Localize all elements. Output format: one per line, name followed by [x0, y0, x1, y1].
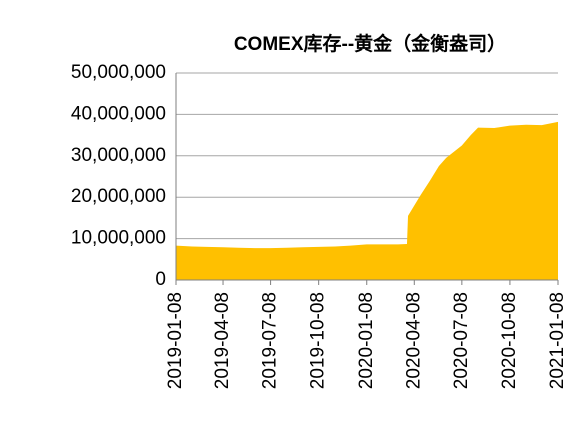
- area: [176, 121, 558, 281]
- y-tick-label: 50,000,000: [71, 62, 166, 83]
- x-tick-label: 2021-01-08: [547, 292, 568, 389]
- x-tick-label: 2019-01-08: [165, 292, 186, 389]
- chart-title: COMEX库存--黄金（金衡盎司）: [234, 32, 506, 55]
- y-tick-label: 0: [155, 269, 166, 290]
- y-tick-label: 30,000,000: [71, 145, 166, 166]
- x-tick-label: 2020-01-08: [356, 292, 377, 389]
- y-tick-label: 10,000,000: [71, 228, 166, 249]
- y-tick-label: 20,000,000: [71, 186, 166, 207]
- x-tick-label: 2020-10-08: [499, 292, 520, 389]
- x-tick-label: 2019-04-08: [212, 292, 233, 389]
- x-tick-label: 2019-07-08: [260, 292, 281, 389]
- x-tick-label: 2020-04-08: [403, 292, 424, 389]
- y-tick-label: 40,000,000: [71, 103, 166, 124]
- x-tick-label: 2020-07-08: [451, 292, 472, 389]
- x-tick-label: 2019-10-08: [308, 292, 329, 389]
